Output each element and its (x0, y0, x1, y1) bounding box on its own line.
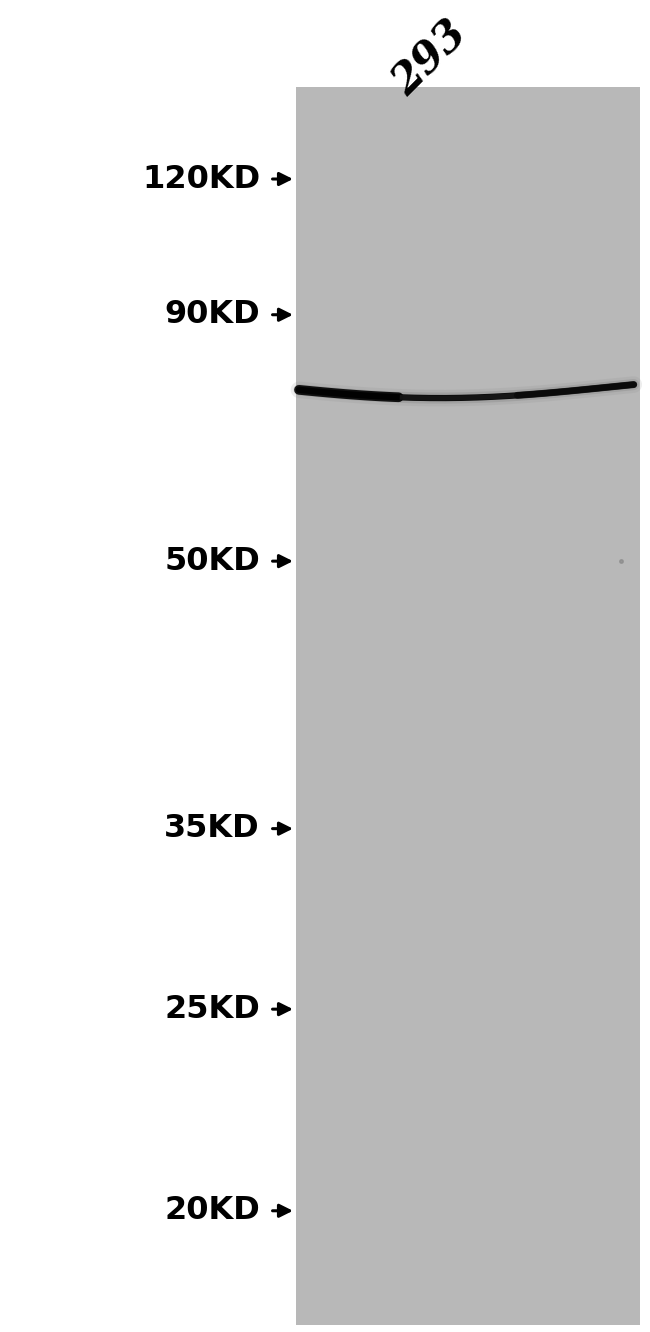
Text: 50KD: 50KD (164, 546, 260, 577)
Bar (296, 87, 640, 1325)
Text: 35KD: 35KD (164, 813, 260, 844)
Text: 90KD: 90KD (164, 300, 260, 330)
Text: 20KD: 20KD (164, 1195, 260, 1227)
Text: 25KD: 25KD (164, 994, 260, 1024)
Text: 120KD: 120KD (142, 164, 260, 194)
Text: 293: 293 (385, 13, 476, 104)
